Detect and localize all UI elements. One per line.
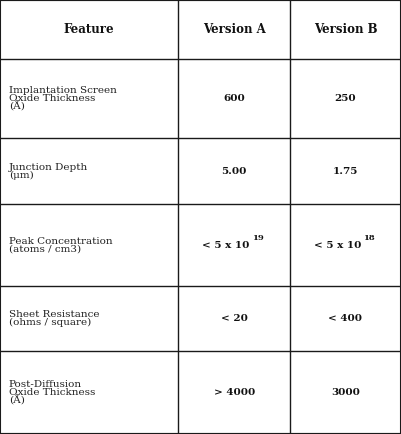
Text: Post-Diffusion: Post-Diffusion (9, 380, 82, 389)
Text: (μm): (μm) (9, 171, 34, 180)
Text: 1.75: 1.75 (333, 167, 358, 175)
Text: 5.00: 5.00 (221, 167, 247, 175)
Text: 18: 18 (363, 234, 375, 243)
Text: (Å): (Å) (9, 101, 25, 111)
Text: Oxide Thickness: Oxide Thickness (9, 94, 95, 103)
Text: Peak Concentration: Peak Concentration (9, 237, 112, 246)
Text: Implantation Screen: Implantation Screen (9, 86, 117, 95)
Text: < 5 x 10: < 5 x 10 (203, 240, 250, 250)
Text: > 4000: > 4000 (214, 388, 255, 397)
Text: Version B: Version B (314, 23, 377, 36)
Text: (atoms / cm3): (atoms / cm3) (9, 244, 81, 253)
Text: < 400: < 400 (328, 314, 363, 323)
Text: (Å): (Å) (9, 395, 25, 406)
Text: 600: 600 (223, 94, 245, 103)
Text: Feature: Feature (64, 23, 115, 36)
Text: 3000: 3000 (331, 388, 360, 397)
Text: Junction Depth: Junction Depth (9, 163, 88, 171)
Text: (ohms / square): (ohms / square) (9, 318, 91, 327)
Text: < 20: < 20 (221, 314, 248, 323)
Text: 19: 19 (251, 234, 263, 243)
Text: < 5 x 10: < 5 x 10 (314, 240, 361, 250)
Text: Version A: Version A (203, 23, 265, 36)
Text: Sheet Resistance: Sheet Resistance (9, 310, 99, 319)
Text: 250: 250 (335, 94, 356, 103)
Text: Oxide Thickness: Oxide Thickness (9, 388, 95, 397)
